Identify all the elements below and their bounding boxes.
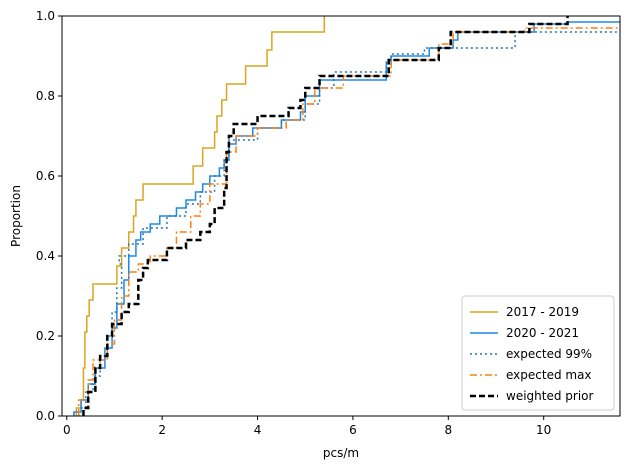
y-axis-label: Proportion xyxy=(9,185,23,247)
legend-label-1: 2020 - 2021 xyxy=(506,326,579,340)
x-tick-label: 10 xyxy=(536,423,551,437)
x-tick-label: 2 xyxy=(158,423,166,437)
legend: 2017 - 2019 2020 - 2021 expected 99% expect… xyxy=(461,295,615,411)
legend-frame xyxy=(461,295,615,411)
series-line-0 xyxy=(75,16,326,416)
plot-frame xyxy=(61,15,621,417)
legend-items: 2017 - 2019 2020 - 2021 expected 99% expect… xyxy=(470,305,594,403)
y-tick-label: 0.4 xyxy=(36,249,55,263)
x-axis-label: pcs/m xyxy=(323,446,359,460)
x-axis-ticks: 0 2 4 6 8 10 xyxy=(63,416,551,437)
y-tick-label: 0.2 xyxy=(36,329,55,343)
legend-label-3: expected max xyxy=(506,368,592,382)
series-layer xyxy=(73,16,620,416)
x-tick-label: 4 xyxy=(254,423,262,437)
series-line-4 xyxy=(82,16,569,416)
x-tick-label: 0 xyxy=(63,423,71,437)
y-tick-label: 0.8 xyxy=(36,89,55,103)
y-tick-label: 1.0 xyxy=(36,9,55,23)
y-axis-ticks: 0.0 0.2 0.4 0.6 0.8 1.0 xyxy=(36,9,62,423)
legend-label-4: weighted prior xyxy=(506,389,594,403)
x-tick-label: 8 xyxy=(444,423,452,437)
y-tick-label: 0.0 xyxy=(36,409,55,423)
y-tick-label: 0.6 xyxy=(36,169,55,183)
series-line-2 xyxy=(77,31,620,416)
legend-label-2: expected 99% xyxy=(506,347,592,361)
x-tick-label: 6 xyxy=(349,423,357,437)
legend-label-0: 2017 - 2019 xyxy=(506,305,579,319)
